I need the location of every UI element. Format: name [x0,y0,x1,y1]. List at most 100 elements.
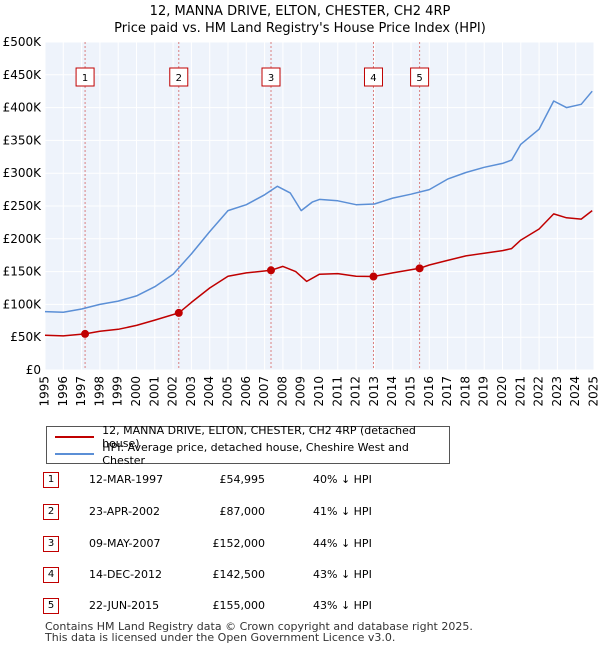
sale-price: £155,000 [212,599,266,612]
x-tick-label: 2023 [550,376,564,407]
x-tick-label: 2016 [422,376,436,407]
footer-licence: This data is licensed under the Open Gov… [45,631,396,644]
x-tick-label: 2005 [221,376,235,407]
x-tick-label: 2008 [275,376,289,407]
sale-label-number: 5 [416,73,422,84]
x-tick-label: 2002 [166,376,180,407]
sale-label-box [75,67,95,87]
sale-number-badge: 4 [43,567,59,583]
sale-label-box [169,67,189,87]
legend-item-hpi: HPI: Average price, detached house, Ches… [55,441,449,467]
sale-date: 14-DEC-2012 [89,568,163,581]
chart-title-line1: 12, MANNA DRIVE, ELTON, CHESTER, CH2 4RP [149,4,451,19]
legend: 12, MANNA DRIVE, ELTON, CHESTER, CH2 4RP… [46,424,450,467]
x-tick-label: 2013 [367,376,381,407]
x-tick-label: 2025 [587,376,600,407]
sale-label-number: 2 [176,73,182,84]
y-tick-label: £50K [10,330,42,344]
sale-number-badge: 2 [43,504,59,520]
legend-swatch-property [55,436,95,438]
sale-point [81,329,90,338]
property-price-line [44,210,593,337]
x-tick-label: 1997 [74,376,88,407]
sale-number-badge: 1 [43,472,59,488]
sale-label-number: 3 [268,73,274,84]
sale-point [267,266,276,275]
x-tick-label: 2021 [513,376,527,407]
y-tick-label: £450K [3,68,43,82]
y-tick-label: £0 [26,363,41,377]
y-tick-label: £100K [3,297,43,311]
sale-hpi-diff: 43% ↓ HPI [313,599,372,612]
sale-label-box [410,67,430,87]
sale-dots [81,264,424,338]
x-tick-label: 2000 [129,376,143,407]
x-tick-label: 1998 [92,376,106,407]
x-tick-label: 2015 [404,376,418,407]
sale-hpi-diff: 44% ↓ HPI [313,537,372,550]
x-axis: 1995 1996 1997 1998 1999 2000 2001 2002 2003 2004… [38,376,600,407]
sale-label-number: 4 [370,73,376,84]
x-tick-label: 2012 [349,376,363,407]
sale-row: 5 22-JUN-2015 £155,000 43% ↓ HPI [43,596,463,616]
sale-point [415,264,424,273]
legend-item-property: 12, MANNA DRIVE, ELTON, CHESTER, CH2 4RP… [55,424,449,450]
footer: Contains HM Land Registry data © Crown c… [45,621,473,643]
x-tick-label: 1999 [111,376,125,407]
legend-label-property: 12, MANNA DRIVE, ELTON, CHESTER, CH2 4RP… [102,424,416,450]
sale-row: 1 12-MAR-1997 £54,995 40% ↓ HPI [43,470,463,490]
sale-hpi-diff: 43% ↓ HPI [313,568,372,581]
series-layer [44,90,593,337]
sale-price: £87,000 [219,505,266,518]
x-tick-label: 2007 [257,376,271,407]
x-tick-label: 2019 [477,376,491,407]
x-tick-label: 2009 [294,376,308,407]
x-tick-label: 2014 [385,376,399,407]
sale-price: £142,500 [212,568,266,581]
y-tick-label: £350K [3,133,43,147]
x-tick-label: 2018 [458,376,472,407]
y-tick-label: £250K [3,199,43,213]
y-axis: £0 £50K £100K £150K £200K £250K £300K £350K £400… [3,35,43,377]
sale-point [174,308,183,317]
price-chart: 1 2 3 4 5 £0 £50K £100K £150K £200K £250K £300K £35… [3,35,600,407]
footer-copyright: Contains HM Land Registry data © Crown c… [45,620,473,633]
sale-row: 2 23-APR-2002 £87,000 41% ↓ HPI [43,502,463,522]
x-tick-label: 2010 [312,376,326,407]
sale-date: 23-APR-2002 [89,505,161,518]
x-tick-label: 1995 [38,376,52,407]
chart-title: 12, MANNA DRIVE, ELTON, CHESTER, CH2 4RP… [0,3,600,37]
chart-title-line2: Price paid vs. HM Land Registry's House … [114,21,486,36]
x-tick-label: 2006 [239,376,253,407]
y-tick-label: £200K [3,232,43,246]
sale-row: 4 14-DEC-2012 £142,500 43% ↓ HPI [43,565,463,585]
x-tick-label: 2024 [568,376,582,407]
sale-label-box [261,67,281,87]
x-tick-label: 2017 [440,376,454,407]
y-tick-label: £400K [3,101,43,115]
sale-number-badge: 3 [43,536,59,552]
sale-label-box [363,67,383,87]
gridlines [44,41,595,371]
x-tick-label: 2004 [202,376,216,407]
sale-date: 22-JUN-2015 [89,599,160,612]
x-tick-label: 2003 [184,376,198,407]
hpi-line [44,90,593,314]
sale-date: 09-MAY-2007 [89,537,161,550]
legend-swatch-hpi [55,453,95,455]
sale-date: 12-MAR-1997 [89,473,164,486]
sale-hpi-diff: 41% ↓ HPI [313,505,372,518]
x-tick-label: 2001 [147,376,161,407]
sale-number-badge: 5 [43,598,59,614]
sale-label-boxes: 1 2 3 4 5 [75,67,430,87]
x-tick-label: 2022 [532,376,546,407]
x-tick-label: 1996 [56,376,70,407]
legend-label-hpi: HPI: Average price, detached house, Ches… [102,441,409,467]
y-tick-label: £150K [3,265,43,279]
y-tick-label: £500K [3,35,43,49]
sale-label-number: 1 [82,73,88,84]
sale-hpi-diff: 40% ↓ HPI [313,473,372,486]
x-tick-label: 2011 [330,376,344,407]
sale-row: 3 09-MAY-2007 £152,000 44% ↓ HPI [43,534,463,554]
sale-point [369,272,378,281]
